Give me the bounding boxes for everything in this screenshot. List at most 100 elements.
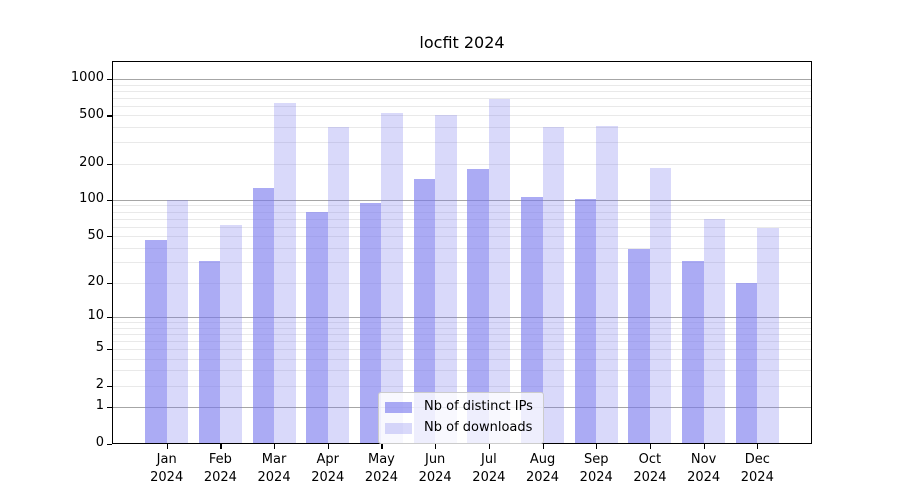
x-tick-month: Nov xyxy=(690,452,717,467)
bar-distinct-ips xyxy=(628,248,650,443)
minor-gridline xyxy=(113,236,811,238)
x-tick-mark xyxy=(220,444,222,449)
bar-downloads xyxy=(542,127,565,443)
legend-label-distinct-ips: Nb of distinct IPs xyxy=(424,399,533,414)
bar-downloads xyxy=(274,103,296,443)
x-tick-mark xyxy=(381,444,383,449)
x-tick-year: 2024 xyxy=(203,469,237,485)
legend-swatch-downloads xyxy=(385,422,412,434)
x-tick-label: Jun 2024 xyxy=(400,451,470,486)
x-tick-mark xyxy=(166,444,168,449)
minor-gridline xyxy=(113,322,811,323)
legend: Nb of distinct IPs Nb of downloads xyxy=(378,392,544,444)
minor-gridline xyxy=(113,142,811,144)
y-tick-label: 100 xyxy=(79,191,104,207)
x-tick-mark xyxy=(649,444,652,449)
bar-downloads xyxy=(649,167,672,443)
y-tick-label: 10 xyxy=(87,308,104,324)
x-tick-year: 2024 xyxy=(687,469,721,485)
x-tick-month: Sep xyxy=(583,452,609,467)
y-tick-mark xyxy=(107,163,112,165)
x-tick-label: Jan 2024 xyxy=(132,451,202,486)
x-tick-mark xyxy=(596,444,598,449)
x-tick-label: Dec 2024 xyxy=(722,451,792,486)
minor-gridline xyxy=(113,262,811,264)
minor-gridline xyxy=(113,218,811,220)
y-tick-label: 2 xyxy=(95,377,104,393)
y-tick-mark xyxy=(107,236,112,238)
y-tick-mark xyxy=(107,199,112,202)
bar-downloads xyxy=(166,199,189,443)
minor-gridline xyxy=(113,84,811,86)
bar-downloads xyxy=(327,127,350,443)
y-tick-label: 1000 xyxy=(70,70,104,86)
x-tick-mark xyxy=(327,444,329,449)
x-tick-year: 2024 xyxy=(364,469,398,485)
x-tick-year: 2024 xyxy=(418,469,452,485)
bar-distinct-ips xyxy=(145,240,167,443)
x-tick-mark xyxy=(488,444,491,449)
bar-distinct-ips xyxy=(252,188,275,443)
x-tick-label: Aug 2024 xyxy=(508,451,578,486)
x-tick-label: May 2024 xyxy=(346,451,416,486)
minor-gridline xyxy=(113,282,811,284)
x-tick-year: 2024 xyxy=(525,469,560,485)
x-tick-month: Jun xyxy=(424,452,446,467)
y-tick-label: 5 xyxy=(95,340,104,356)
y-tick-label: 20 xyxy=(87,274,104,290)
minor-gridline xyxy=(113,90,811,92)
y-tick-mark xyxy=(107,385,112,387)
x-tick-label: Apr 2024 xyxy=(293,451,363,486)
x-tick-mark xyxy=(542,444,544,449)
y-tick-mark xyxy=(107,78,112,81)
y-tick-label: 50 xyxy=(87,227,104,243)
x-tick-label: Jul 2024 xyxy=(454,451,524,486)
x-tick-year: 2024 xyxy=(150,469,184,485)
bar-downloads xyxy=(703,218,726,443)
bar-distinct-ips xyxy=(574,199,597,443)
minor-gridline xyxy=(113,105,811,107)
minor-gridline xyxy=(113,348,811,350)
bar-distinct-ips xyxy=(467,169,489,443)
minor-gridline xyxy=(113,226,811,228)
y-tick-label: 0 xyxy=(95,435,104,450)
x-tick-year: 2024 xyxy=(311,469,345,485)
minor-gridline xyxy=(113,97,811,99)
minor-gridline xyxy=(113,163,811,165)
bar-downloads xyxy=(757,228,779,443)
major-gridline xyxy=(113,316,811,318)
x-tick-month: Apr xyxy=(316,452,340,467)
legend-label-downloads: Nb of downloads xyxy=(424,420,533,435)
legend-item-downloads: Nb of downloads xyxy=(385,420,533,436)
x-tick-month: Dec xyxy=(744,452,770,467)
x-tick-month: Jan xyxy=(156,452,177,467)
x-tick-year: 2024 xyxy=(472,469,506,485)
x-tick-mark xyxy=(435,444,437,449)
minor-gridline xyxy=(113,358,811,360)
minor-gridline xyxy=(113,385,811,387)
y-tick-mark xyxy=(107,115,112,117)
minor-gridline xyxy=(113,115,811,117)
minor-gridline xyxy=(113,327,811,329)
y-tick-label: 500 xyxy=(79,106,104,122)
bar-distinct-ips xyxy=(413,179,436,443)
y-tick-label: 1 xyxy=(95,398,104,414)
x-tick-label: Mar 2024 xyxy=(239,451,309,486)
y-tick-mark xyxy=(107,406,112,409)
x-tick-label: Feb 2024 xyxy=(185,451,255,486)
x-tick-month: Oct xyxy=(638,452,662,467)
x-tick-mark xyxy=(757,444,759,449)
plot-area xyxy=(112,61,812,444)
bar-downloads xyxy=(381,112,403,443)
minor-gridline xyxy=(113,340,811,342)
x-tick-year: 2024 xyxy=(633,469,667,485)
minor-gridline xyxy=(113,211,811,213)
x-tick-month: Mar xyxy=(261,452,287,467)
x-tick-label: Sep 2024 xyxy=(561,451,631,486)
y-tick-mark xyxy=(107,348,112,351)
minor-gridline xyxy=(113,247,811,249)
x-tick-month: May xyxy=(368,452,395,467)
x-tick-label: Oct 2024 xyxy=(615,451,685,486)
minor-gridline xyxy=(113,127,811,129)
major-gridline xyxy=(113,78,811,80)
